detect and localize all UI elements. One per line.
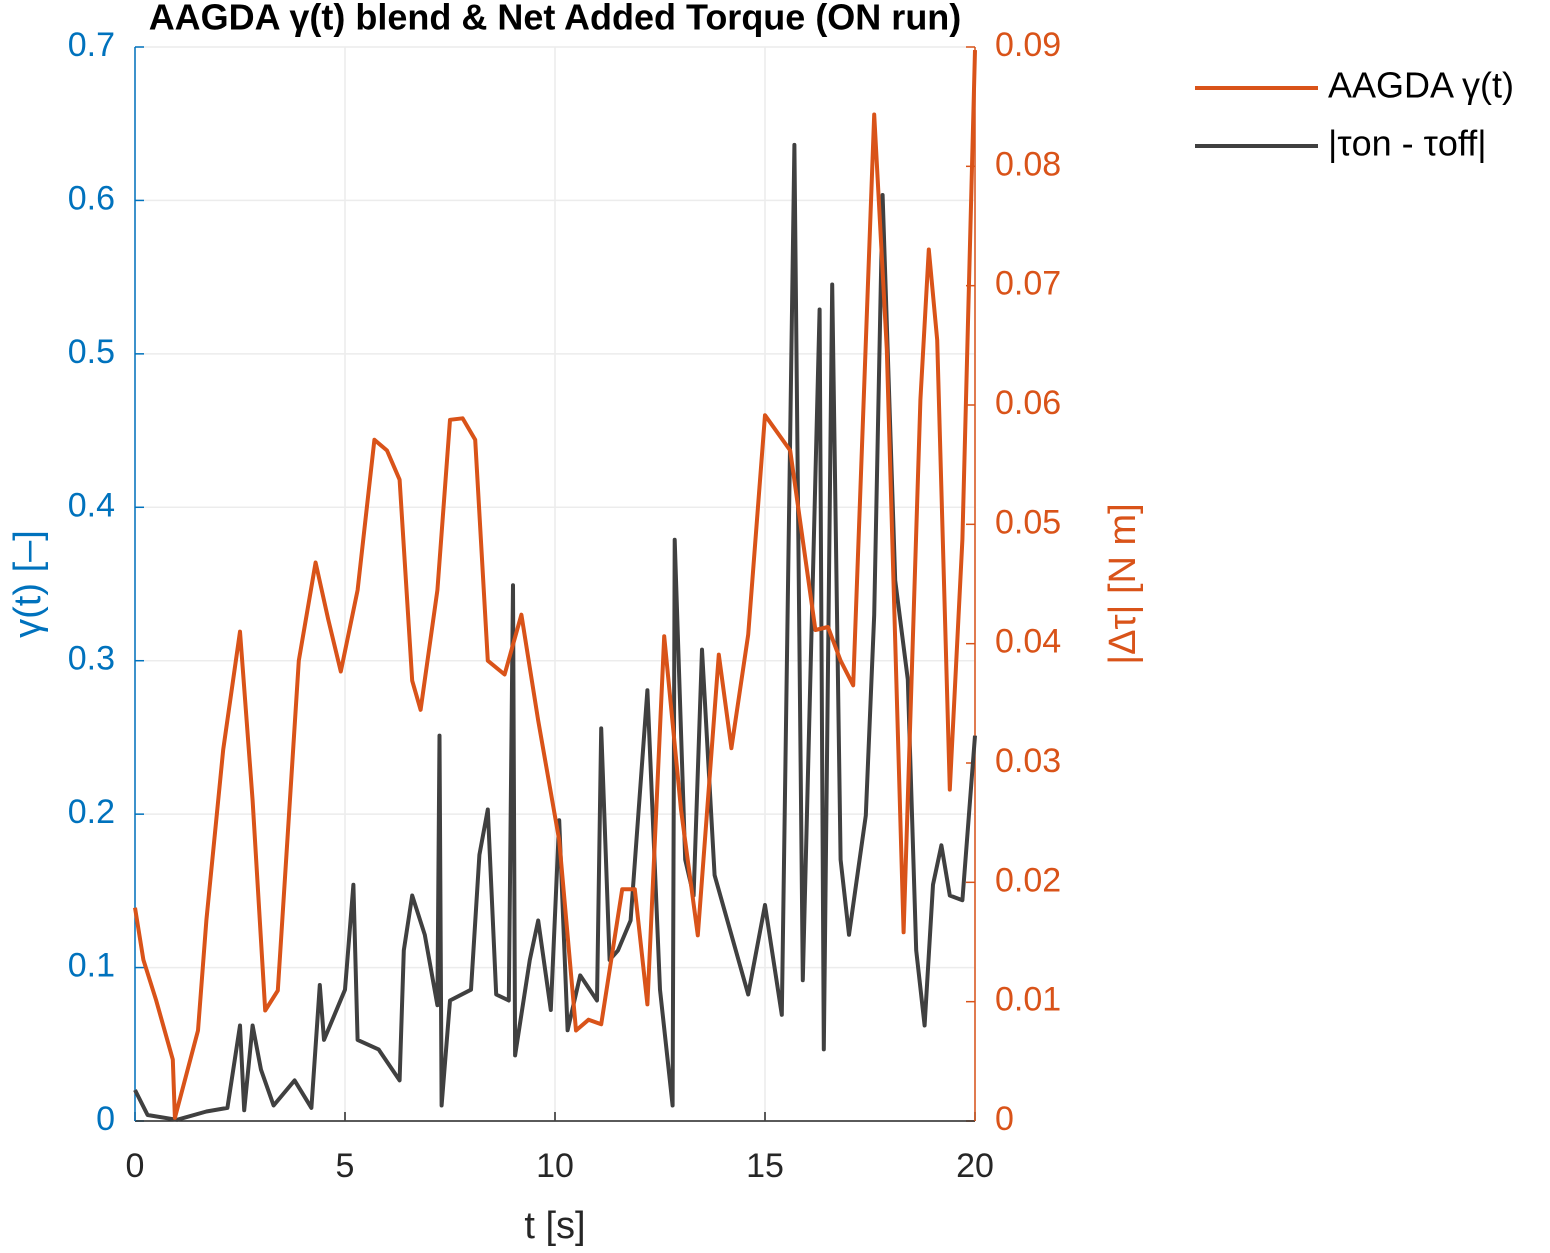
y2-tick-label: 0.04 [995, 623, 1061, 661]
y2-tick-label: 0.07 [995, 265, 1061, 303]
y2-tick-label: 0 [995, 1100, 1014, 1138]
x-tick-label: 15 [746, 1147, 784, 1185]
y2-tick-label: 0.05 [995, 503, 1061, 541]
y-tick-label: 0.1 [68, 947, 115, 985]
y-tick-label: 0.2 [68, 793, 115, 831]
series-line [133, 142, 977, 1122]
legend-label: AAGDA γ(t) [1328, 65, 1514, 106]
x-tick-label: 0 [126, 1147, 145, 1185]
y-tick-label: 0.4 [68, 486, 115, 524]
y2-tick-label: 0.06 [995, 384, 1061, 422]
y2-tick-label: 0.02 [995, 861, 1061, 899]
legend-label: |τon - τoff| [1328, 123, 1487, 164]
series-line [133, 50, 977, 1120]
y-tick-label: 0.5 [68, 333, 115, 371]
chart-title: AAGDA γ(t) blend & Net Added Torque (ON … [149, 0, 962, 38]
x-tick-label: 10 [536, 1147, 574, 1185]
y2-tick-label: 0.03 [995, 742, 1061, 780]
y-tick-label: 0.7 [68, 26, 115, 64]
x-tick-label: 5 [336, 1147, 355, 1185]
y-tick-label: 0 [96, 1100, 115, 1138]
y2-tick-label: 0.01 [995, 981, 1061, 1019]
y2-tick-label: 0.09 [995, 26, 1061, 64]
x-axis-label: t [s] [524, 1205, 585, 1247]
y2-axis-label: |Δτ| [N m] [1102, 503, 1144, 664]
y2-tick-label: 0.08 [995, 145, 1061, 183]
y-axis-label: γ(t) [–] [7, 530, 49, 638]
y-tick-label: 0.6 [68, 179, 115, 217]
x-tick-label: 20 [956, 1147, 994, 1185]
y-tick-label: 0.3 [68, 640, 115, 678]
